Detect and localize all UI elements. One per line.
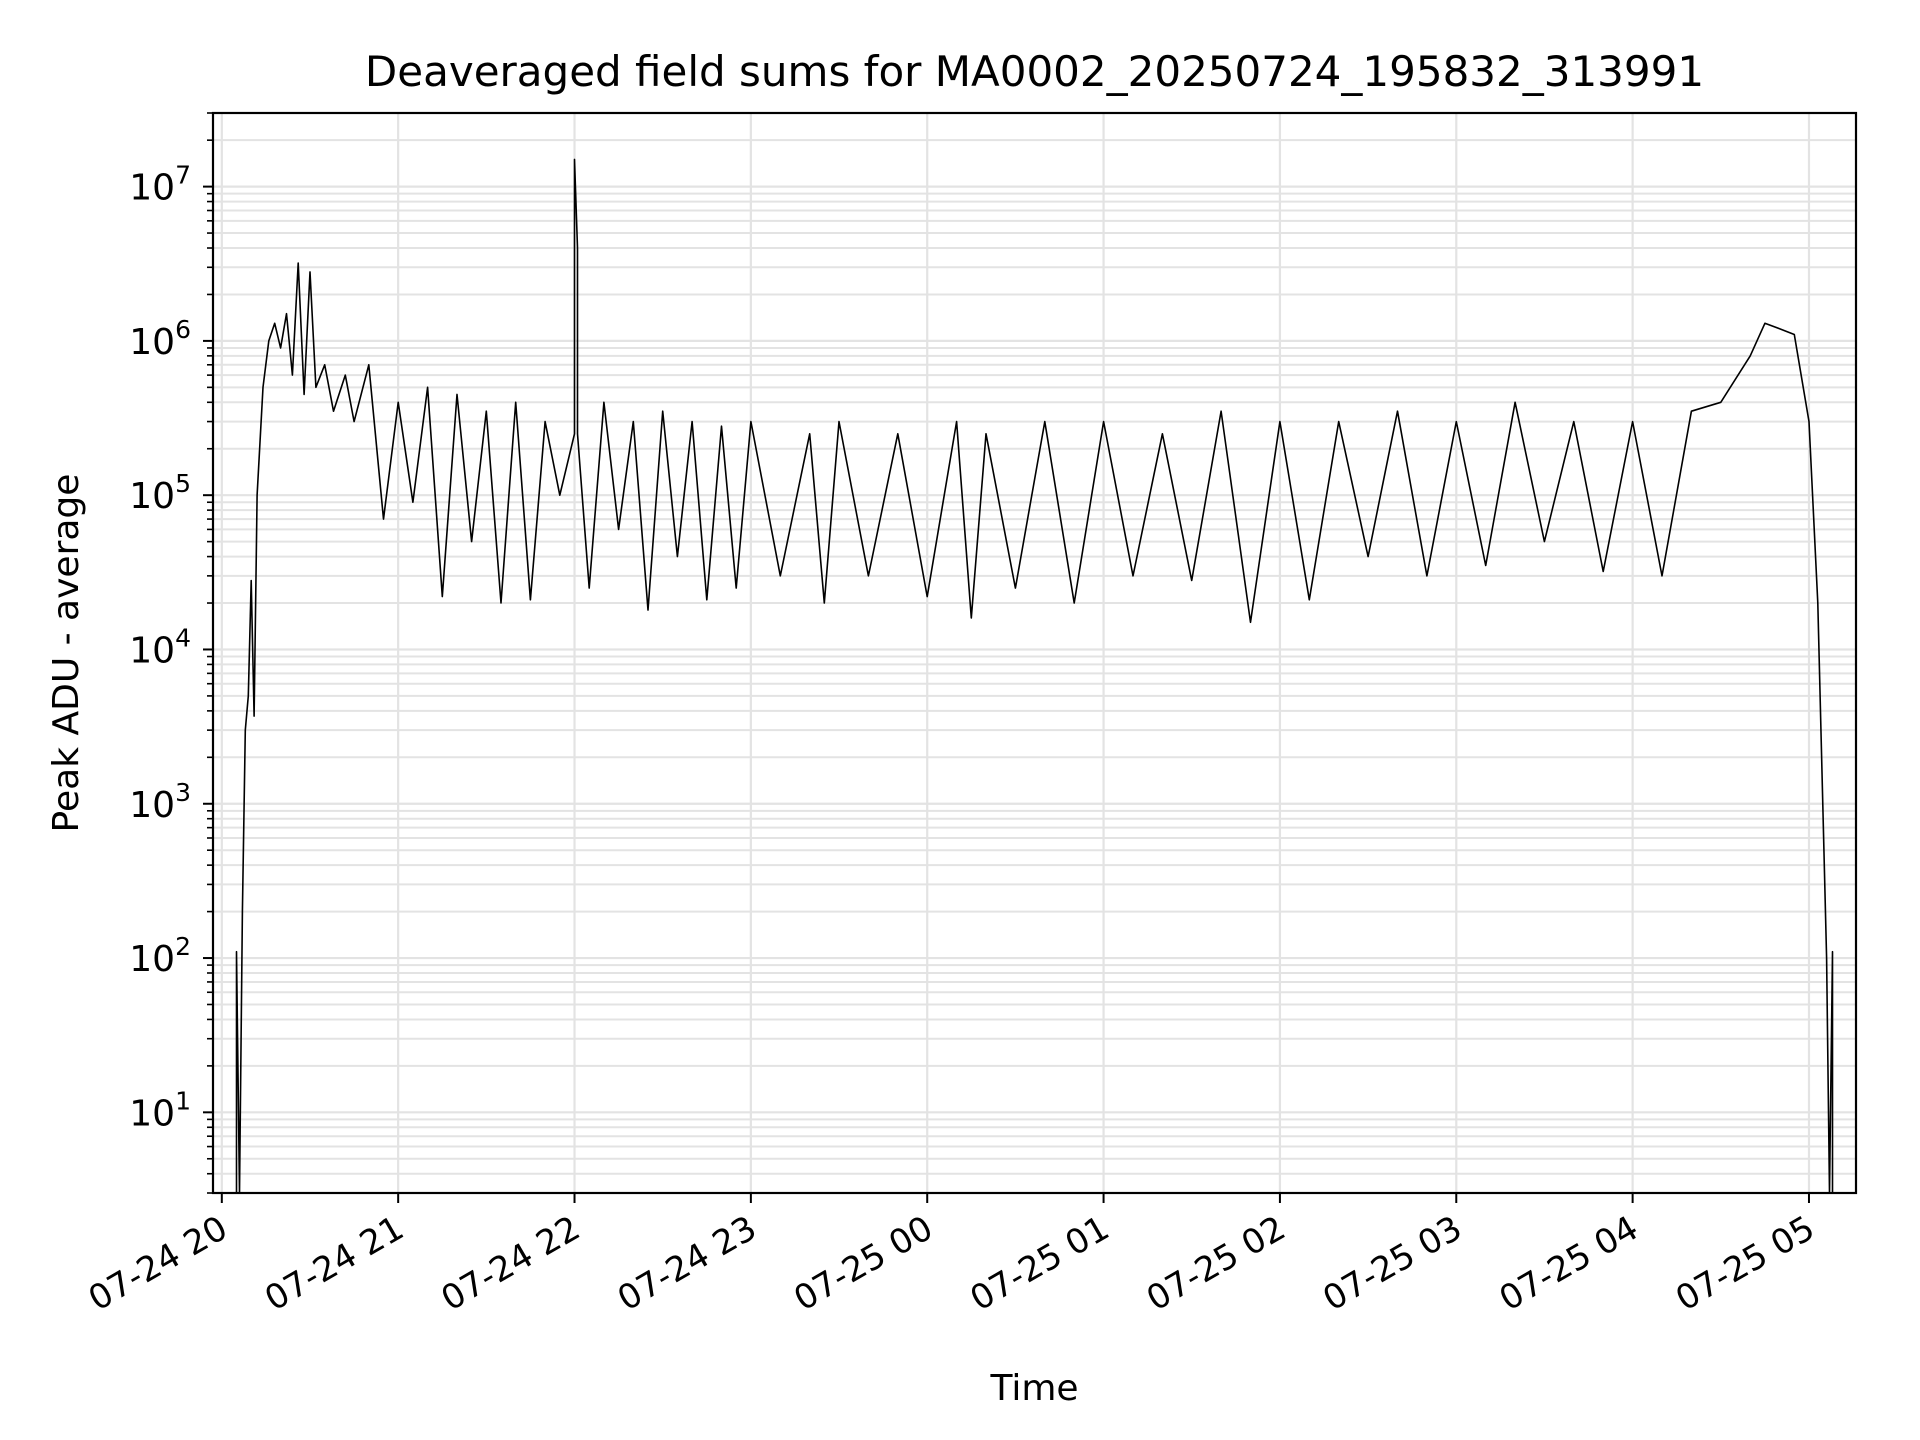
y-tick-label: 102: [129, 932, 191, 980]
y-tick-label: 105: [129, 469, 191, 517]
plot-frame: [211, 111, 1858, 1195]
y-tick-label: 101: [129, 1086, 191, 1134]
y-tick-label: 106: [129, 315, 191, 363]
y-tick-label: 104: [129, 623, 191, 671]
chart-title: Deaveraged field sums for MA0002_2025072…: [365, 47, 1704, 96]
y-tick-label: 107: [129, 161, 191, 209]
x-axis-label: Time: [989, 1368, 1078, 1409]
y-tick-label: 103: [129, 778, 191, 826]
y-axis: 101 102 103 104 105 106 107: [129, 112, 213, 1194]
series-group: [235, 158, 1834, 1194]
grid: [213, 112, 1856, 1194]
y-axis-label: Peak ADU - average: [46, 474, 87, 833]
series-line: [235, 158, 1834, 1194]
